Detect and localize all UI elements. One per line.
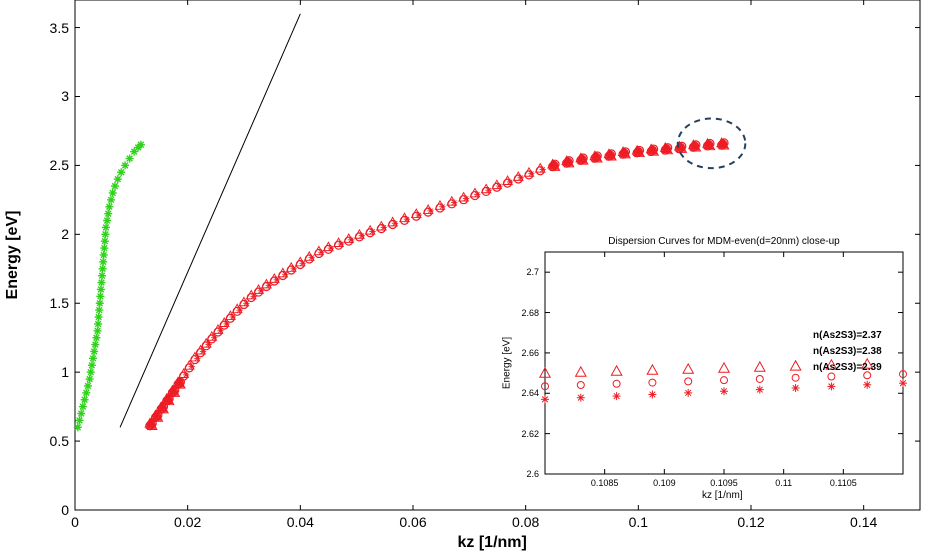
x-tick-label: 0.11: [775, 478, 792, 488]
x-tick-label: 0.14: [850, 514, 877, 530]
y-tick-label: 1.5: [50, 295, 69, 311]
y-tick-label: 0.5: [50, 433, 69, 449]
x-tick-label: 0.109: [653, 478, 676, 488]
y-tick-label: 0: [61, 502, 69, 518]
x-tick-label: 0.1: [629, 514, 648, 530]
y-tick-label: 2.7: [526, 267, 539, 277]
series-label-238: n(As2S3)=2.38: [813, 346, 882, 357]
series-label-237: n(As2S3)=2.37: [813, 330, 882, 341]
x-tick-label: 0.02: [174, 514, 201, 530]
y-tick-label: 3: [61, 88, 69, 104]
inset-x-axis-label: kz [1/nm]: [702, 490, 743, 501]
y-tick-label: 2.66: [521, 348, 539, 358]
x-tick-label: 0: [71, 514, 79, 530]
inset-title: Dispersion Curves for MDM-even(d=20nm) c…: [608, 236, 839, 247]
y-tick-label: 2.62: [521, 429, 539, 439]
chart-stage: 0 0.02 0.04 0.06 0.08 0.1 0.12 0.14 0 0.5 1 1.5 2 2.5…: [0, 0, 937, 557]
y-tick-label: 2: [61, 226, 69, 242]
main-x-axis-label: kz [1/nm]: [458, 534, 527, 552]
series-label-239: n(As2S3)=2.39: [813, 362, 882, 373]
y-tick-label: 2.6: [526, 469, 539, 479]
x-tick-label: 0.06: [399, 514, 426, 530]
main-y-axis-label: Energy [eV]: [4, 211, 22, 300]
y-tick-label: 2.68: [521, 308, 539, 318]
y-tick-label: 2.5: [50, 157, 69, 173]
x-tick-label: 0.1095: [710, 478, 738, 488]
inset-y-axis-label: Energy [eV]: [502, 337, 513, 389]
x-tick-label: 0.08: [512, 514, 539, 530]
x-tick-label: 0.1085: [591, 478, 619, 488]
x-tick-label: 0.12: [737, 514, 764, 530]
y-tick-label: 3.5: [50, 20, 69, 36]
y-tick-label: 2.64: [521, 388, 539, 398]
y-tick-label: 1: [61, 364, 69, 380]
x-tick-label: 0.04: [287, 514, 314, 530]
x-tick-label: 0.1105: [830, 478, 857, 488]
